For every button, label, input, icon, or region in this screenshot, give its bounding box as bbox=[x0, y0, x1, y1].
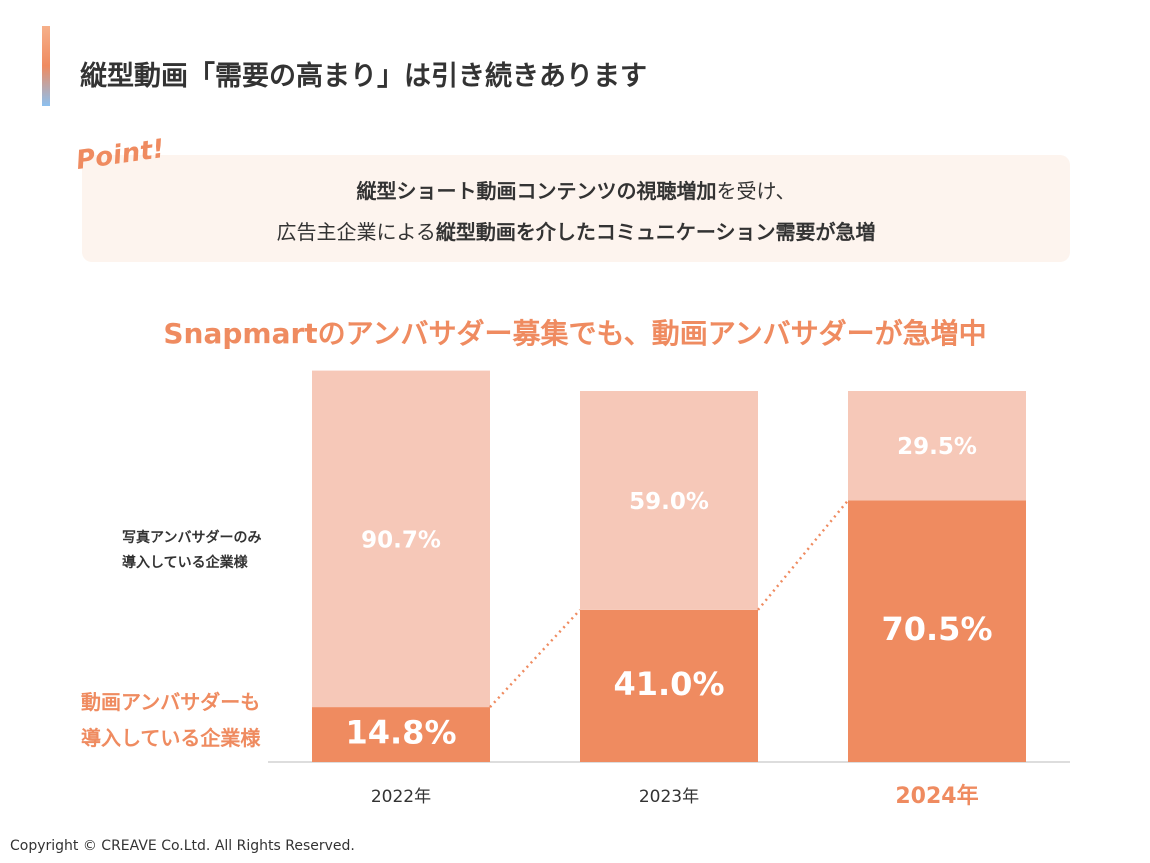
bar-segment bbox=[848, 500, 1026, 762]
value-label: 90.7% bbox=[361, 527, 441, 553]
value-label: 41.0% bbox=[613, 665, 724, 703]
point-text: 縦型ショート動画コンテンツの視聴増加 bbox=[356, 179, 717, 203]
accent-bar bbox=[42, 26, 50, 106]
connector bbox=[757, 499, 849, 611]
bar-segment bbox=[312, 370, 490, 708]
point-line: 広告主企業による縦型動画を介したコミュニケーション需要が急増 bbox=[82, 216, 1070, 245]
bar-segment bbox=[848, 391, 1026, 501]
point-text: を受け、 bbox=[716, 179, 796, 203]
legend-label: 写真アンバサダーのみ 導入している企業様 bbox=[122, 530, 262, 571]
headline: Snapmartのアンバサダー募集でも、動画アンバサダーが急増中 bbox=[163, 317, 987, 350]
value-label: 70.5% bbox=[881, 610, 992, 648]
value-label: 59.0% bbox=[629, 489, 709, 515]
copyright: Copyright © CREAVE Co.Ltd. All Rights Re… bbox=[10, 838, 355, 854]
bar-segment bbox=[580, 609, 758, 762]
connector bbox=[489, 609, 581, 708]
bar-segment bbox=[312, 707, 490, 762]
legend-label: 動画アンバサダーも 導入している企業様 bbox=[81, 690, 261, 750]
x-tick-label: 2023年 bbox=[639, 787, 699, 807]
point-line: 縦型ショート動画コンテンツの視聴増加を受け、 bbox=[82, 175, 1070, 204]
slide-title: 縦型動画「需要の高まり」は引き続きあります bbox=[80, 61, 647, 92]
point-text: 広告主企業による bbox=[276, 220, 436, 244]
point-text: 縦型動画を介したコミュニケーション需要が急増 bbox=[435, 220, 876, 244]
x-tick-label: 2022年 bbox=[371, 787, 431, 807]
bar-segment bbox=[580, 391, 758, 610]
point-box bbox=[82, 155, 1070, 262]
value-label: 29.5% bbox=[897, 434, 977, 460]
value-label: 14.8% bbox=[345, 714, 456, 752]
x-tick-label: 2024年 bbox=[895, 783, 978, 809]
